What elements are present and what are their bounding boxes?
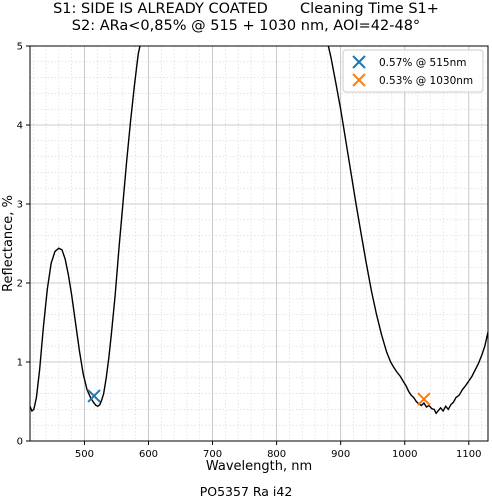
legend: 0.57% @ 515nm 0.53% @ 1030nm xyxy=(342,49,484,93)
legend-entry-label: 0.53% @ 1030nm xyxy=(379,75,473,87)
y-tick-label: 0 xyxy=(17,437,23,448)
reflectance-curve xyxy=(30,46,488,415)
figure-caption: PO5357 Ra i42 xyxy=(199,484,293,499)
legend-marker xyxy=(352,55,366,69)
legend-entry-label: 0.57% @ 515nm xyxy=(379,57,466,69)
marker-layer xyxy=(87,389,431,406)
x-tick-label: 800 xyxy=(267,449,286,460)
y-axis-label: Reflectance, % xyxy=(1,195,16,292)
x-axis-label: Wavelength, nm xyxy=(206,459,312,474)
x-tick-label: 500 xyxy=(75,449,94,460)
x-tick-label: 700 xyxy=(203,449,222,460)
y-tick-label: 3 xyxy=(17,200,23,211)
curve-layer xyxy=(30,46,488,415)
ticks: 500 600 700 800 900 1000 1100 0 1 2 3 4 5 xyxy=(17,42,482,461)
data-marker xyxy=(417,392,431,406)
legend-box xyxy=(342,49,484,93)
plot-frame xyxy=(29,45,489,442)
data-marker xyxy=(87,389,101,403)
legend-marker xyxy=(352,73,366,87)
y-tick-label: 1 xyxy=(17,358,23,369)
chart-subtitle: S2: ARa<0,85% @ 515 + 1030 nm, AOI=42-48… xyxy=(71,18,421,34)
x-tick-label: 900 xyxy=(331,449,350,460)
y-tick-label: 5 xyxy=(17,42,23,53)
chart-title: S1: SIDE IS ALREADY COATED Cleaning Time… xyxy=(53,1,439,17)
y-tick-label: 2 xyxy=(17,279,23,290)
x-tick-label: 1000 xyxy=(392,449,417,460)
x-tick-label: 600 xyxy=(139,449,158,460)
y-tick-label: 4 xyxy=(17,121,23,132)
x-tick-label: 1100 xyxy=(456,449,481,460)
grid xyxy=(30,45,488,442)
